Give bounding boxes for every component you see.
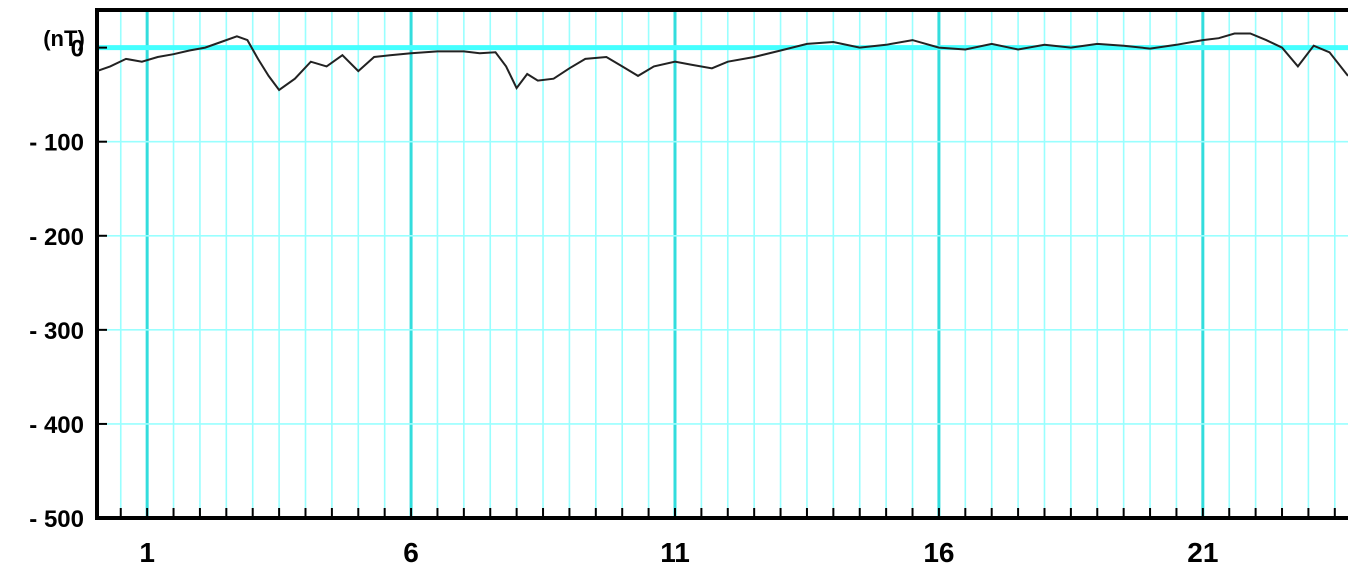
x-tick-label: 11 xyxy=(660,537,690,568)
y-tick-labels: 0 - 100 - 200 - 300 - 400 - 500 xyxy=(29,36,84,533)
x-tick-label: 16 xyxy=(923,537,954,568)
y-tick-label: - 200 xyxy=(29,224,84,251)
series-line xyxy=(96,32,1348,92)
y-tick-label: 0 xyxy=(71,36,84,63)
x-tick-labels: 1 6 11 16 21 xyxy=(139,537,1218,568)
grid-lines xyxy=(97,10,1348,519)
y-tick-label: - 300 xyxy=(29,318,84,345)
x-tick-marks xyxy=(97,46,1336,519)
y-axis-unit-label: (nT) xyxy=(43,26,85,51)
x-tick-label: 1 xyxy=(139,537,155,568)
x-tick-label: 6 xyxy=(403,537,419,568)
x-tick-label: 21 xyxy=(1187,537,1218,568)
y-tick-label: - 100 xyxy=(29,130,84,157)
y-tick-label: - 400 xyxy=(29,412,84,439)
y-tick-label: - 500 xyxy=(29,506,84,533)
axes xyxy=(95,8,1348,520)
